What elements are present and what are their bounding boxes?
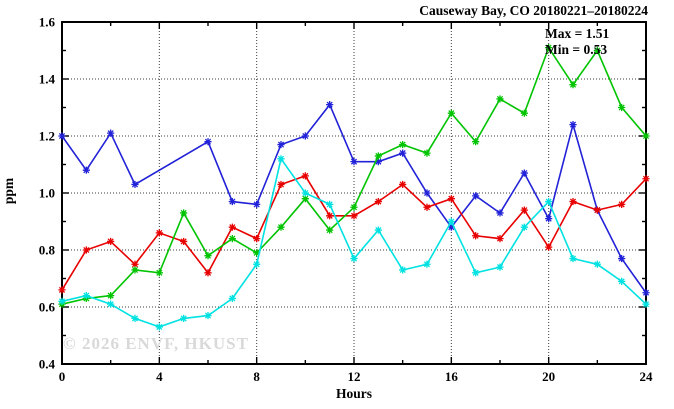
y-tick-label: 1.0 (39, 186, 55, 201)
x-tick-label: 12 (348, 369, 361, 384)
y-tick-label: 0.6 (39, 300, 56, 315)
x-tick-label: 24 (640, 369, 654, 384)
watermark-text: © 2026 ENVF, HKUST (63, 334, 249, 353)
x-tick-label: 4 (156, 369, 163, 384)
series-blue-line (61, 103, 647, 294)
x-tick-label: 8 (253, 369, 260, 384)
max-annotation: Max = 1.51 (545, 26, 610, 41)
min-annotation: Min = 0.53 (545, 42, 608, 57)
y-tick-label: 1.2 (39, 129, 55, 144)
y-tick-label: 1.6 (39, 15, 56, 30)
series-cyan-markers (58, 155, 650, 331)
x-axis-label: Hours (335, 386, 372, 401)
y-tick-label: 0.4 (39, 357, 56, 372)
max-min-annotation: Max = 1.51 Min = 0.53 (545, 26, 609, 58)
y-tick-label: 1.4 (39, 72, 56, 87)
series-red-markers (58, 172, 650, 294)
x-tick-label: 20 (542, 369, 555, 384)
y-tick-label: 0.8 (39, 243, 56, 258)
y-axis-label: ppm (1, 177, 16, 205)
x-tick-label: 16 (445, 369, 459, 384)
chart-title: Causeway Bay, CO 20180221–20180224 (419, 3, 648, 18)
x-tick-label: 0 (59, 369, 66, 384)
